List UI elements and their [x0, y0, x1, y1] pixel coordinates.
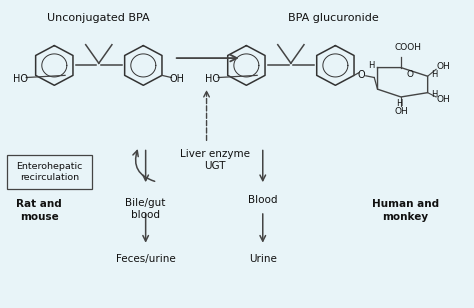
- Text: O: O: [407, 70, 414, 79]
- Text: H: H: [368, 61, 374, 70]
- Text: HO: HO: [13, 74, 28, 84]
- Text: H: H: [431, 90, 438, 99]
- FancyBboxPatch shape: [7, 155, 92, 189]
- Text: Human and
monkey: Human and monkey: [372, 199, 439, 222]
- Text: HO: HO: [205, 74, 220, 84]
- Text: Blood: Blood: [248, 195, 277, 205]
- Text: Feces/urine: Feces/urine: [116, 254, 175, 264]
- Text: Urine: Urine: [249, 254, 277, 264]
- Text: BPA glucuronide: BPA glucuronide: [288, 13, 378, 23]
- Text: OH: OH: [170, 74, 184, 84]
- Text: Liver enzyme
UGT: Liver enzyme UGT: [180, 149, 249, 171]
- Text: Unconjugated BPA: Unconjugated BPA: [47, 13, 150, 23]
- Text: H: H: [431, 70, 438, 79]
- Text: H: H: [396, 99, 402, 108]
- Text: Bile/gut
blood: Bile/gut blood: [126, 198, 166, 220]
- Text: OH: OH: [394, 107, 408, 116]
- Text: OH: OH: [436, 95, 450, 104]
- Text: Rat and
mouse: Rat and mouse: [17, 199, 62, 222]
- Text: O: O: [357, 70, 365, 80]
- Text: Enterohepatic
recirculation: Enterohepatic recirculation: [17, 162, 83, 182]
- Text: COOH: COOH: [394, 43, 421, 52]
- Text: OH: OH: [436, 62, 450, 71]
